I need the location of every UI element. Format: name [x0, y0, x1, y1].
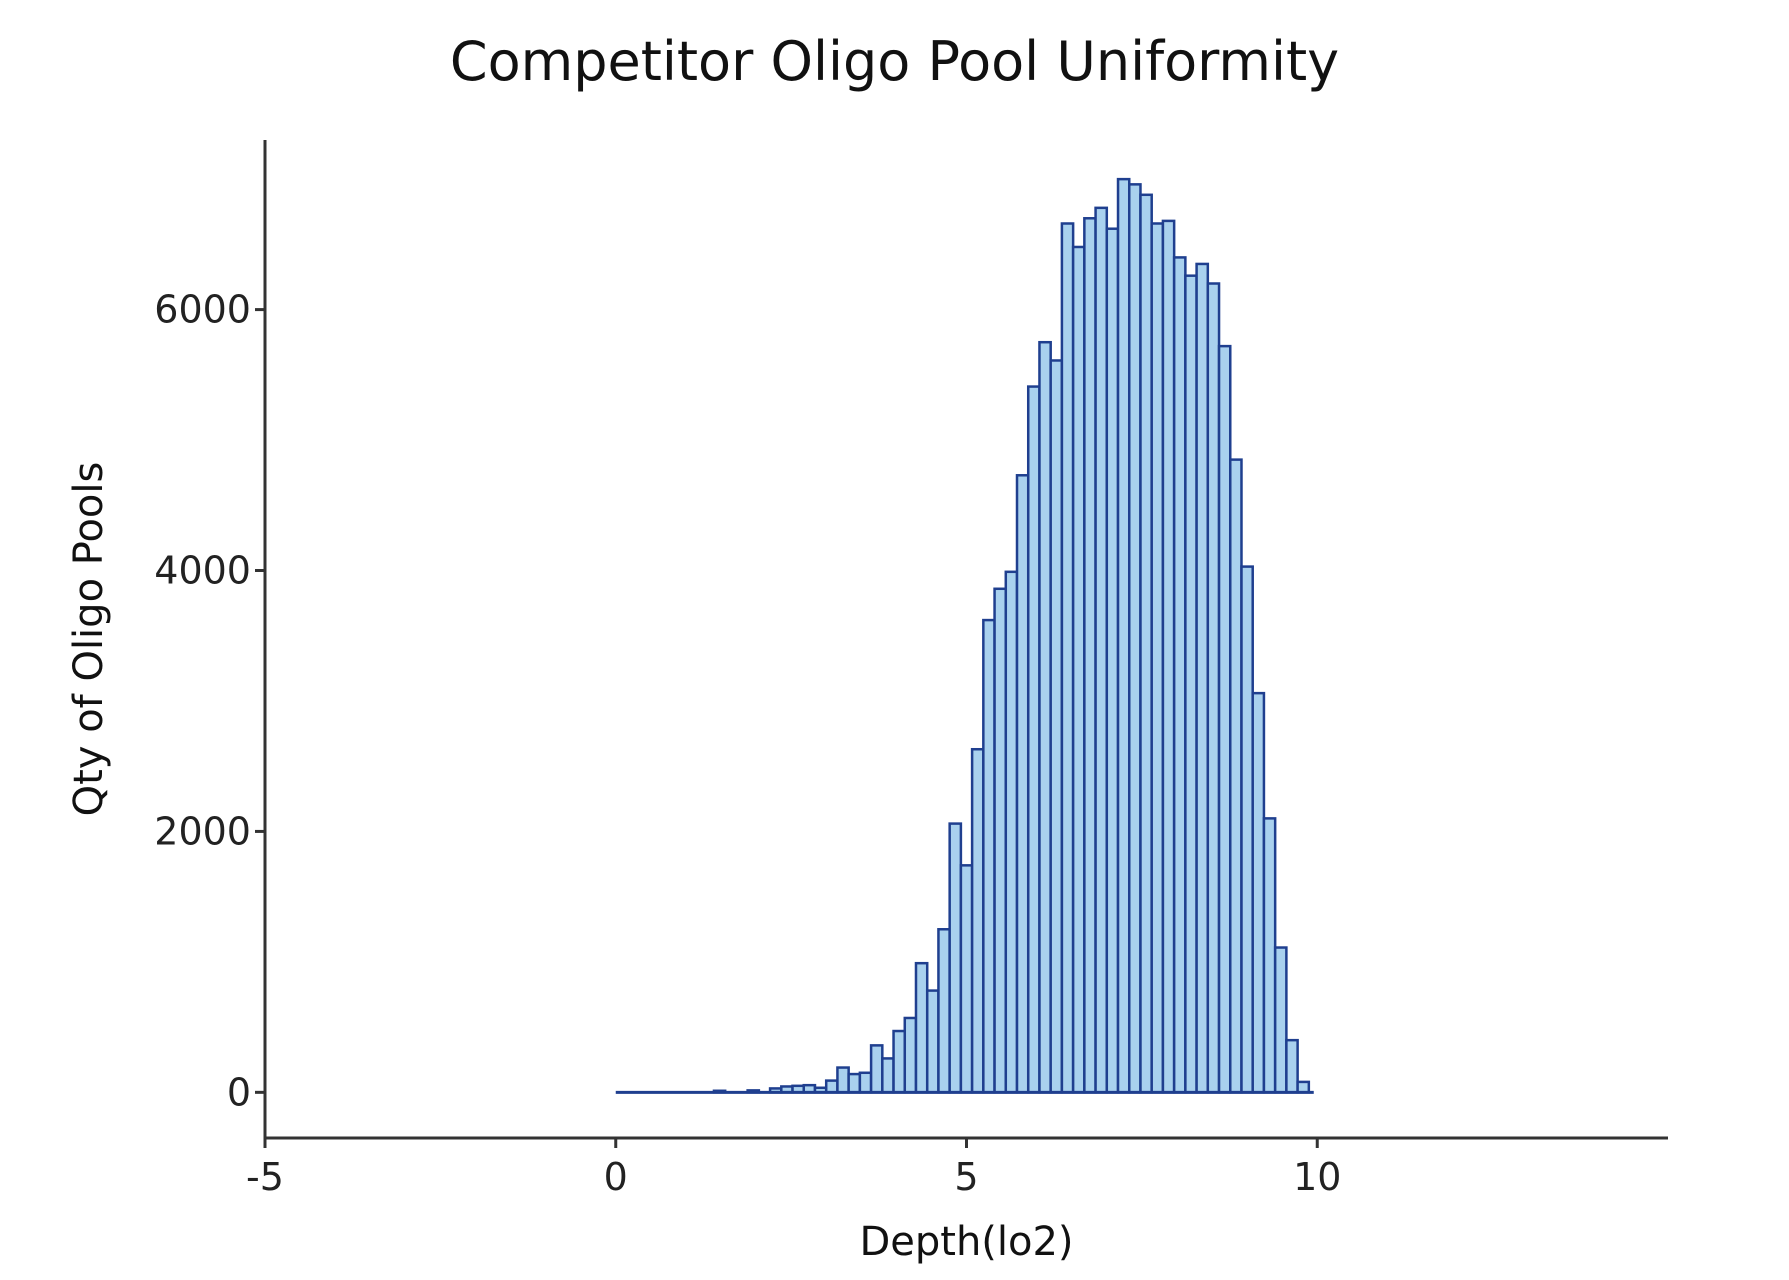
histogram-bar [1083, 217, 1097, 1094]
histogram-bar [937, 928, 951, 1094]
histogram-bar [1251, 691, 1266, 1094]
histogram-bar [948, 822, 963, 1094]
histogram-bar [982, 618, 996, 1094]
histogram-bar [1206, 282, 1221, 1094]
histogram-bar [970, 747, 985, 1094]
histogram-bar [1049, 359, 1064, 1094]
histogram-bar [1127, 183, 1142, 1094]
histogram-bar [993, 587, 1008, 1094]
histogram-bar [925, 989, 940, 1094]
histogram-bar [869, 1044, 884, 1094]
histogram-bar [1161, 219, 1176, 1094]
x-tick-label: 10 [1293, 1155, 1341, 1199]
histogram-bar [881, 1057, 895, 1094]
histogram-bar [1060, 222, 1075, 1094]
histogram-bar [824, 1079, 839, 1094]
histogram-bar [1038, 340, 1052, 1094]
histogram-bar [1139, 193, 1153, 1094]
x-tick-label: 5 [954, 1155, 978, 1199]
histogram-bar [1172, 256, 1187, 1094]
histogram-bar [1262, 817, 1277, 1094]
histogram-bars [712, 177, 1311, 1094]
y-tick-label: 4000 [154, 549, 251, 593]
histogram-bar [1229, 458, 1243, 1094]
y-tick-label: 2000 [154, 809, 251, 853]
histogram-bar [836, 1066, 850, 1094]
chart-title: Competitor Oligo Pool Uniformity [449, 30, 1340, 93]
histogram-bar [914, 961, 929, 1094]
histogram-bar [1094, 206, 1109, 1094]
histogram-bar [1150, 222, 1165, 1094]
histogram-bar [1240, 565, 1254, 1094]
histogram-bar [1116, 177, 1131, 1094]
histogram-bar [1285, 1038, 1299, 1094]
histogram-bar [1026, 385, 1041, 1094]
x-tick-label: -5 [246, 1155, 284, 1199]
x-axis-title: Depth(lo2) [859, 1219, 1073, 1265]
histogram-bar [1273, 946, 1288, 1094]
y-axis-title: Qty of Oligo Pools [66, 462, 112, 817]
x-tick-label: 0 [604, 1155, 628, 1199]
histogram-bar [1105, 227, 1120, 1094]
histogram-bar [1184, 274, 1198, 1094]
histogram-bar [959, 864, 974, 1094]
y-tick-label: 0 [227, 1070, 251, 1114]
histogram-bar [1296, 1080, 1311, 1094]
histogram-bar [1071, 245, 1086, 1094]
histogram-bar [858, 1071, 873, 1094]
histogram-bar [892, 1029, 907, 1094]
histogram-bar [1015, 474, 1030, 1094]
histogram-bar [1195, 262, 1210, 1094]
y-tick-label: 6000 [154, 288, 251, 332]
histogram-bar [1217, 344, 1232, 1094]
histogram-bar [903, 1016, 918, 1094]
histogram-bar [847, 1072, 862, 1094]
y-axis-ticks: 0 2000 4000 6000 [154, 288, 265, 1114]
histogram-bar [1004, 570, 1019, 1094]
x-axis-ticks: -5 0 5 10 [246, 1138, 1341, 1199]
